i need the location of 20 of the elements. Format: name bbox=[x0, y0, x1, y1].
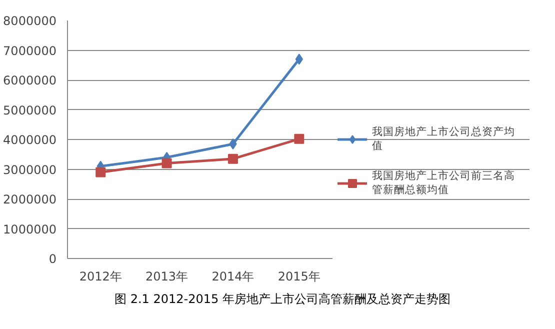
y-tick-label: 6000000 bbox=[3, 74, 57, 88]
x-tick-label: 2013年 bbox=[146, 270, 188, 284]
y-tick-label: 1000000 bbox=[3, 222, 57, 236]
y-tick-label: 4000000 bbox=[3, 133, 57, 147]
y-tick-label: 3000000 bbox=[3, 162, 57, 177]
y-tick-label: 0 bbox=[48, 252, 57, 266]
legend-label: 我国房地产上市公司前三名高管薪酬总额均值 bbox=[372, 168, 515, 198]
y-tick-label: 5000000 bbox=[3, 103, 57, 118]
point bbox=[294, 134, 304, 144]
x-tick-label: 2015年 bbox=[278, 270, 320, 284]
x-tick-label: 2014年 bbox=[212, 270, 254, 284]
y-tick-label: 7000000 bbox=[3, 44, 57, 58]
point bbox=[162, 158, 172, 168]
legend-label: 我国房地产上市公司总资产均值 bbox=[372, 124, 515, 154]
x-tick-label: 2012年 bbox=[79, 270, 122, 284]
point bbox=[96, 167, 106, 178]
point bbox=[228, 154, 238, 164]
y-tick-label: 2000000 bbox=[3, 192, 57, 206]
y-tick-label: 8000000 bbox=[3, 14, 57, 28]
caption: 图 2.1 2012-2015 年房地产上市公司高管薪酬及总资产走势图 bbox=[114, 291, 450, 308]
